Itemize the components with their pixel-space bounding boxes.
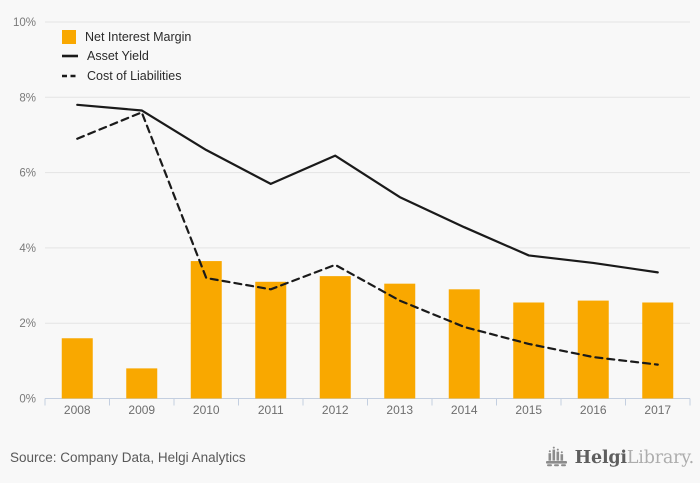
- legend-label: Asset Yield: [87, 49, 149, 64]
- bar-2010: [190, 261, 222, 399]
- y-axis-label: 4%: [19, 243, 36, 255]
- y-axis-label: 2%: [19, 318, 36, 330]
- bar-2016: [577, 300, 609, 399]
- logo-brand: Helgi: [574, 447, 627, 468]
- bar-2017: [642, 302, 674, 399]
- legend-label: Net Interest Margin: [85, 29, 192, 44]
- y-axis-label: 8%: [19, 92, 36, 104]
- logo-text: HelgiLibrary.: [574, 447, 695, 468]
- legend-item-cost-of-liabilities: Cost of Liabilities: [62, 66, 191, 86]
- line-asset-yield: [76, 103, 659, 274]
- bar-2015: [513, 302, 545, 399]
- x-axis-label: 2016: [580, 403, 607, 417]
- bar-2008: [61, 338, 93, 399]
- y-axis-label: 10%: [13, 17, 36, 29]
- x-axis-label: 2012: [322, 403, 349, 417]
- x-axis-label: 2013: [386, 403, 413, 417]
- legend-item-asset-yield: Asset Yield: [62, 47, 191, 67]
- legend-item-net-interest-margin: Net Interest Margin: [62, 27, 191, 47]
- castle-icon: [545, 446, 567, 467]
- chart-legend: Net Interest Margin Asset Yield Cost of …: [62, 27, 191, 86]
- bar-2012: [319, 276, 351, 399]
- x-axis-label: 2015: [515, 403, 542, 417]
- bar-2009: [126, 368, 158, 399]
- x-axis-label: 2011: [258, 403, 284, 417]
- solid-line-icon: [62, 54, 78, 58]
- y-axis-label: 0%: [19, 394, 36, 406]
- legend-label: Cost of Liabilities: [87, 68, 182, 83]
- source-note: Source: Company Data, Helgi Analytics: [10, 450, 246, 465]
- bar-swatch-icon: [62, 29, 76, 44]
- x-axis-label: 2014: [451, 403, 478, 417]
- x-axis-label: 2008: [64, 403, 91, 417]
- bar-2014: [448, 289, 480, 399]
- x-axis-label: 2009: [128, 403, 155, 417]
- logo-suffix: Library.: [626, 447, 694, 468]
- y-axis-label: 6%: [19, 168, 36, 180]
- chart-canvas: 0% 2% 4% 6% 8% 10% 2008 2009 2010 2011 2012 2013 201…: [13, 17, 691, 417]
- helgi-library-logo: HelgiLibrary.: [544, 446, 694, 469]
- line-cost-of-liabilities: [76, 111, 659, 366]
- x-axis-label: 2017: [644, 403, 671, 417]
- bar-2013: [384, 283, 416, 399]
- x-axis-label: 2010: [193, 403, 220, 417]
- dashed-line-icon: [62, 74, 78, 78]
- bar-2011: [255, 281, 287, 399]
